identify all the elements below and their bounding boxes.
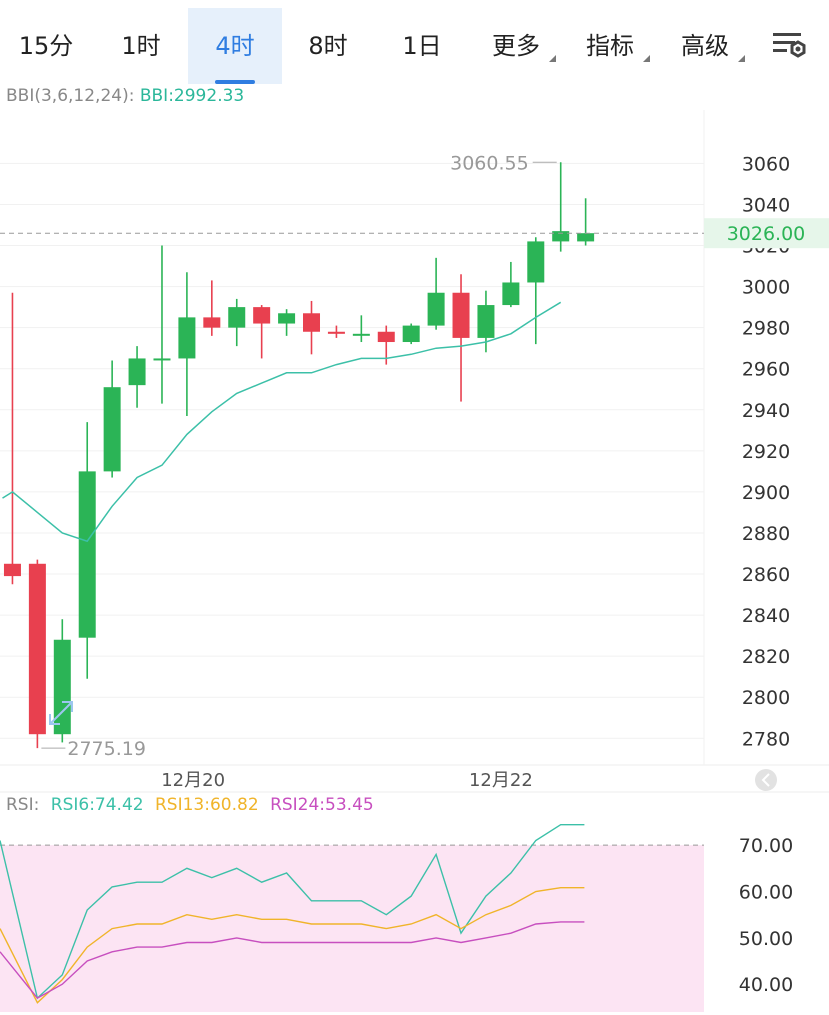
candle-body (203, 317, 221, 328)
rsi-band (0, 845, 704, 1012)
y-tick-label: 2860 (742, 564, 790, 586)
menu-indicators[interactable]: 指标 (565, 8, 655, 84)
menu-more[interactable]: 更多 (471, 8, 561, 84)
rsi-y-tick-label: 70.00 (739, 835, 793, 857)
tab-h8[interactable]: 8时 (281, 8, 375, 84)
candle-body (128, 358, 146, 386)
bbi-legend: BBI(3,6,12,24): BBI:2992.33 (6, 86, 244, 106)
y-tick-label: 2880 (742, 523, 790, 545)
y-tick-label: 2900 (742, 482, 790, 504)
collapse-icon (755, 769, 777, 791)
rsi-legend-label: RSI: (6, 795, 40, 815)
menu-advanced-label: 高级 (681, 32, 729, 60)
y-tick-label: 2940 (742, 400, 790, 422)
y-tick-label: 2840 (742, 605, 790, 627)
candle-body (3, 563, 21, 577)
tab-h1[interactable]: 1时 (94, 8, 188, 84)
dropdown-triangle-icon (738, 55, 745, 62)
y-tick-label: 2960 (742, 359, 790, 381)
dropdown-triangle-icon (643, 55, 650, 62)
y-tick-label: 2920 (742, 441, 790, 463)
candle-body (452, 292, 470, 338)
candle-body (153, 358, 171, 361)
chart-settings-button[interactable] (764, 22, 812, 70)
rsi6-line (0, 824, 585, 1000)
candle-body (327, 331, 345, 334)
expand-icon (49, 701, 73, 725)
rsi-legend: RSI: RSI6:74.42 RSI13:60.82 RSI24:53.45 (6, 795, 380, 815)
candle-body (28, 563, 46, 735)
candle-body (427, 292, 445, 326)
tab-h8-label: 8时 (308, 32, 348, 60)
current-price-label: 3026.00 (727, 223, 806, 245)
rsi24-line (0, 921, 585, 999)
menu-advanced[interactable]: 高级 (660, 8, 750, 84)
bbi-line (2, 301, 562, 543)
menu-more-label: 更多 (492, 32, 540, 60)
candle-body (352, 333, 370, 336)
tab-h4-label: 4时 (215, 32, 255, 60)
tab-d1-label: 1日 (402, 32, 442, 60)
candle-body (477, 305, 495, 338)
candle-body (228, 307, 246, 328)
y-tick-label: 2800 (742, 687, 790, 709)
collapse-icon-chevron (761, 773, 770, 787)
rsi-y-tick-label: 40.00 (739, 974, 793, 996)
y-tick-label: 2780 (742, 728, 790, 750)
rsi24-legend-value: RSI24:53.45 (270, 795, 374, 815)
tab-d1[interactable]: 1日 (375, 8, 469, 84)
y-tick-label: 2980 (742, 318, 790, 340)
candle-body (502, 282, 520, 306)
tab-h1-label: 1时 (121, 32, 161, 60)
max-price-label: 3060.55 (450, 152, 529, 174)
candle-body (527, 241, 545, 283)
candle-body (78, 471, 96, 638)
bbi-legend-label: BBI(3,6,12,24): (6, 86, 135, 106)
chart-settings-icon (773, 33, 806, 58)
x-tick-label: 12月20 (161, 770, 225, 791)
candle-body (303, 313, 321, 332)
rsi-y-tick-label: 50.00 (739, 928, 793, 950)
y-tick-label: 3000 (742, 277, 790, 299)
bbi-legend-value: BBI:2992.33 (139, 86, 245, 106)
candle-body (377, 331, 395, 343)
candle-body (577, 233, 595, 242)
tab-h4[interactable]: 4时 (188, 8, 282, 84)
rsi13-line (0, 887, 585, 1004)
expand-icon-stroke (49, 701, 73, 725)
y-tick-label: 3060 (742, 153, 790, 175)
y-tick-label: 3040 (742, 194, 790, 216)
rsi6-legend-value: RSI6:74.42 (50, 795, 144, 815)
collapse-button[interactable] (755, 769, 777, 791)
tab-m15-label: 15分 (18, 32, 74, 60)
candle-body (53, 639, 71, 735)
candle-body (278, 313, 296, 324)
current-price-tag (704, 218, 829, 249)
rsi-y-tick-label: 60.00 (739, 882, 793, 904)
candle-body (178, 317, 196, 359)
tab-m15[interactable]: 15分 (0, 8, 93, 84)
candle-body (103, 387, 121, 472)
candle-body (402, 325, 420, 343)
timeframe-toolbar: 15分 1时 4时 8时 1日 更多 指标 高级 (0, 0, 829, 84)
expand-icon-stroke (62, 701, 73, 712)
expand-icon-stroke (49, 714, 60, 725)
candle-body (253, 307, 271, 324)
y-tick-label: 2820 (742, 646, 790, 668)
min-price-label: 2775.19 (67, 738, 146, 760)
active-tab-underline (215, 80, 255, 84)
candle-body (552, 231, 570, 242)
x-tick-label: 12月22 (469, 770, 533, 791)
dropdown-triangle-icon (549, 55, 556, 62)
menu-indicators-label: 指标 (586, 32, 634, 60)
rsi13-legend-value: RSI13:60.82 (155, 795, 259, 815)
